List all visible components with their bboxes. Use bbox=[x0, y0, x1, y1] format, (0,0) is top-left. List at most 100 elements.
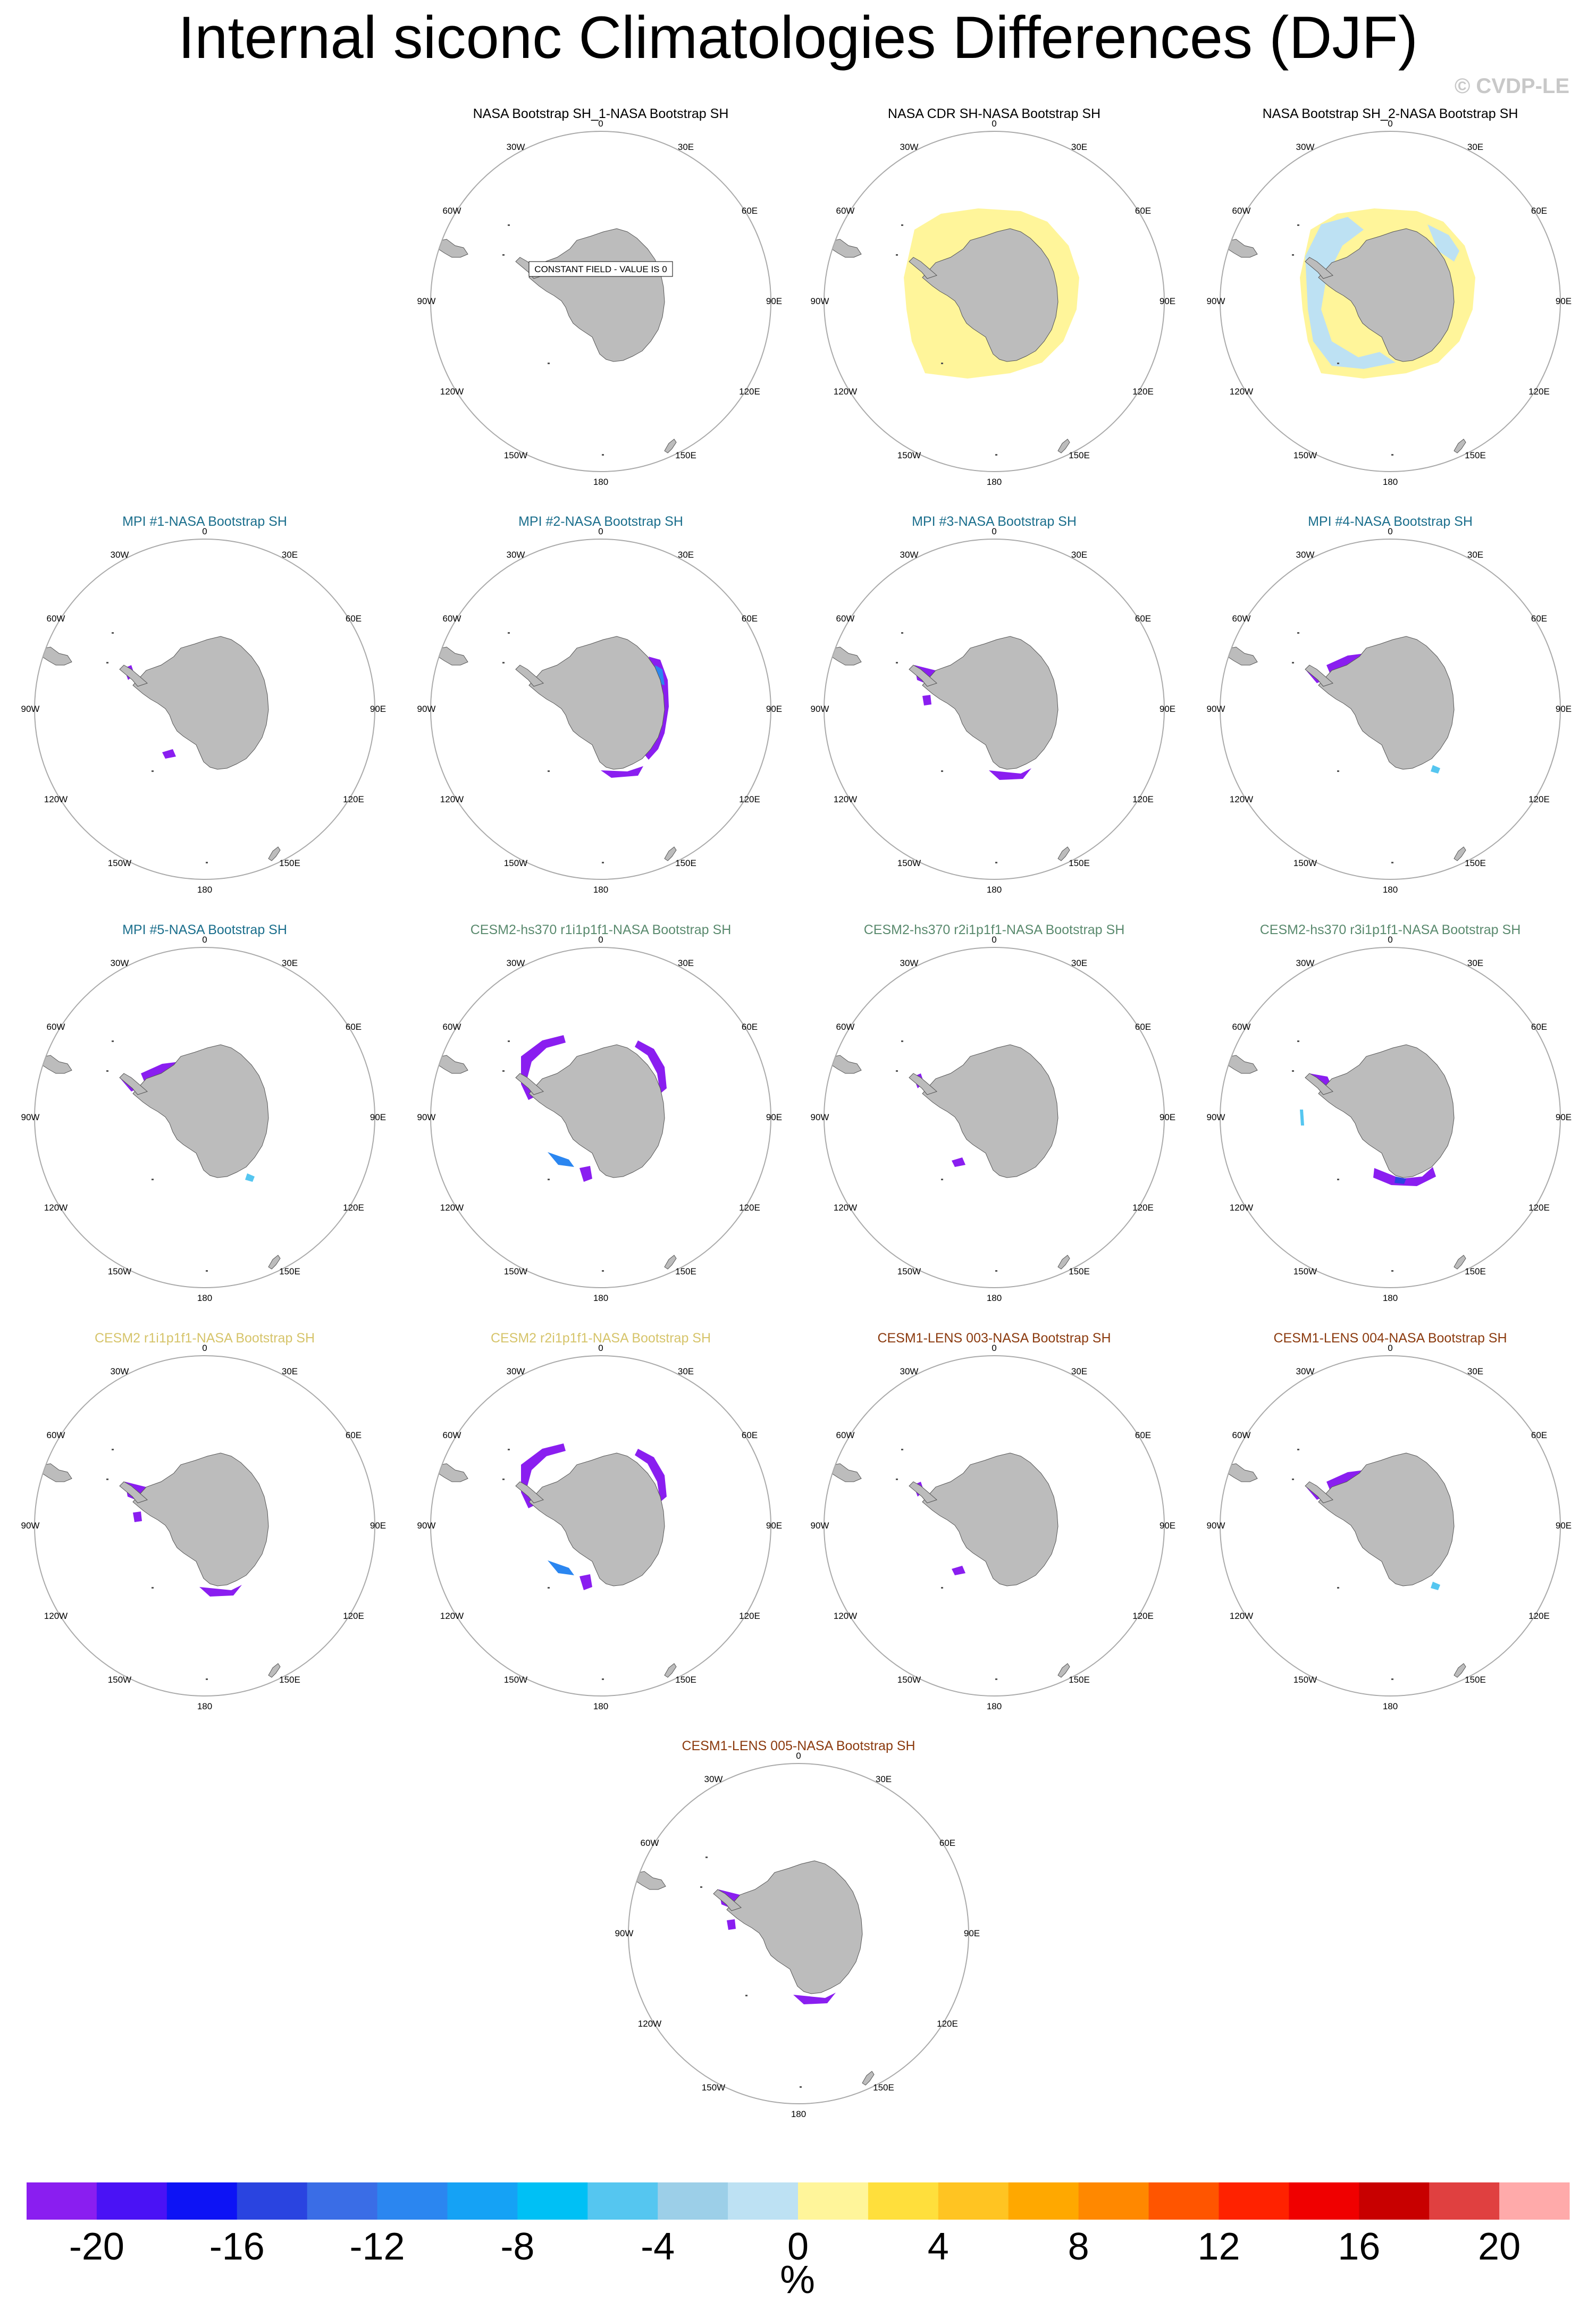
island-marker bbox=[995, 1678, 997, 1680]
landmass bbox=[664, 1255, 677, 1270]
longitude-label: 120W bbox=[44, 1203, 68, 1213]
map-panel: MPI #4-NASA Bootstrap SH 0 30E 60E 90E 120E 15… bbox=[1204, 514, 1576, 908]
island-marker bbox=[896, 662, 898, 664]
longitude-label: 120W bbox=[1230, 1203, 1253, 1213]
anomaly-region bbox=[579, 1166, 592, 1182]
panel-title: CESM2 r2i1p1f1-NASA Bootstrap SH bbox=[490, 1331, 711, 1346]
landmass bbox=[829, 1055, 862, 1074]
longitude-label: 180 bbox=[1383, 1701, 1398, 1711]
island-marker bbox=[941, 363, 943, 364]
longitude-label: 150W bbox=[504, 858, 527, 868]
landmass bbox=[1515, 835, 1526, 844]
landmass bbox=[1119, 427, 1130, 436]
longitude-label: 180 bbox=[593, 885, 608, 895]
polar-map: 0 30E 60E 90E 120E 150E 180 150W 120W 90W 60W 30W bbox=[21, 1343, 387, 1711]
island-marker bbox=[700, 1886, 702, 1888]
longitude-label: 90W bbox=[615, 1928, 634, 1938]
island-marker bbox=[152, 1179, 154, 1180]
landmass bbox=[1225, 239, 1258, 258]
longitude-label: 60E bbox=[742, 1430, 758, 1440]
antarctica-landmass bbox=[1318, 1452, 1455, 1586]
longitude-label: 120W bbox=[44, 1611, 68, 1621]
longitude-label: 30E bbox=[1071, 142, 1087, 152]
anomaly-region bbox=[1427, 224, 1459, 262]
polar-map: 0 30E 60E 90E 120E 150E 180 150W 120W 90W 60W 30W bbox=[811, 526, 1176, 895]
island-marker bbox=[1297, 224, 1299, 226]
island-marker bbox=[106, 662, 108, 664]
island-marker bbox=[1337, 1179, 1339, 1180]
longitude-label: 90W bbox=[417, 296, 436, 306]
landmass bbox=[1305, 257, 1333, 279]
map-panel: MPI #3-NASA Bootstrap SH 0 30E 60E 90E 120E 15… bbox=[808, 514, 1180, 908]
anomaly-region bbox=[635, 1040, 667, 1094]
landmass bbox=[1119, 835, 1130, 844]
island-marker bbox=[152, 1587, 154, 1589]
landmass bbox=[633, 1871, 666, 1890]
longitude-label: 90E bbox=[964, 1928, 980, 1938]
island-marker bbox=[112, 1040, 114, 1042]
colorbar-swatch bbox=[517, 2182, 588, 2220]
anomaly-region bbox=[989, 768, 1031, 780]
colorbar-swatch bbox=[587, 2182, 658, 2220]
copyright-label: © CVDP-LE bbox=[1454, 74, 1569, 98]
anomaly-region bbox=[922, 695, 931, 706]
antarctica-landmass bbox=[1318, 636, 1455, 770]
longitude-label: 180 bbox=[1383, 1293, 1398, 1303]
figure-title: Internal siconc Climatologies Difference… bbox=[178, 4, 1418, 71]
longitude-label: 150W bbox=[897, 1266, 921, 1276]
colorbar-tick-label: -12 bbox=[349, 2225, 405, 2268]
longitude-label: 0 bbox=[598, 526, 603, 536]
longitude-label: 150W bbox=[504, 450, 527, 460]
colorbar-swatch bbox=[96, 2182, 167, 2220]
colorbar-tick-label: 4 bbox=[927, 2225, 949, 2268]
island-marker bbox=[206, 1270, 208, 1272]
island-marker bbox=[112, 1449, 114, 1450]
longitude-label: 30W bbox=[507, 550, 525, 560]
longitude-label: 90W bbox=[811, 1521, 829, 1531]
map-panel: MPI #1-NASA Bootstrap SH 0 30E 60E 90E 120E 15… bbox=[19, 514, 391, 908]
polar-map: 0 30E 60E 90E 120E 150E 180 150W 120W 90W 60W 30W CO… bbox=[417, 119, 783, 487]
map-panel: CESM2-hs370 r1i1p1f1-NASA Bootstrap SH 0 3… bbox=[415, 922, 787, 1316]
longitude-label: 120E bbox=[739, 387, 760, 397]
longitude-label: 150W bbox=[504, 1675, 527, 1685]
polar-map: 0 30E 60E 90E 120E 150E 180 150W 120W 90W 60W 30W bbox=[1207, 935, 1572, 1303]
longitude-label: 90E bbox=[766, 704, 782, 714]
landmass bbox=[268, 1663, 281, 1678]
longitude-label: 120E bbox=[739, 1203, 760, 1213]
longitude-label: 90W bbox=[1207, 704, 1225, 714]
landmass bbox=[909, 1073, 937, 1095]
landmass bbox=[435, 1463, 468, 1482]
island-marker bbox=[548, 1179, 550, 1180]
landmass bbox=[1057, 1663, 1070, 1678]
colorbar-swatch bbox=[1148, 2182, 1219, 2220]
map-panel: CESM2 r1i1p1f1-NASA Bootstrap SH 0 30E 60E 9… bbox=[19, 1331, 391, 1724]
landmass bbox=[1057, 1255, 1070, 1270]
longitude-label: 60E bbox=[742, 1022, 758, 1032]
landmass bbox=[1454, 846, 1466, 861]
longitude-label: 30E bbox=[282, 1366, 298, 1376]
longitude-label: 180 bbox=[197, 1293, 212, 1303]
longitude-label: 60E bbox=[939, 1838, 955, 1848]
longitude-label: 120W bbox=[834, 387, 857, 397]
longitude-label: 120E bbox=[937, 2019, 958, 2029]
longitude-label: 120W bbox=[440, 1611, 464, 1621]
map-panel: MPI #2-NASA Bootstrap SH 0 30E 60E 90E 120E 15… bbox=[415, 514, 787, 908]
longitude-label: 60E bbox=[1135, 1430, 1151, 1440]
longitude-label: 180 bbox=[987, 477, 1002, 487]
longitude-label: 60W bbox=[47, 1022, 65, 1032]
map-boundary bbox=[1220, 539, 1561, 880]
landmass bbox=[1119, 1243, 1130, 1253]
island-marker bbox=[548, 363, 550, 364]
longitude-label: 90W bbox=[811, 1112, 829, 1122]
anomaly-region bbox=[548, 1560, 574, 1575]
island-marker bbox=[896, 254, 898, 256]
longitude-label: 90E bbox=[1160, 1521, 1175, 1531]
longitude-label: 90W bbox=[21, 1112, 40, 1122]
landmass bbox=[329, 835, 340, 844]
antarctica-landmass bbox=[1318, 228, 1455, 362]
longitude-label: 150E bbox=[675, 858, 696, 868]
longitude-label: 30W bbox=[507, 1366, 525, 1376]
longitude-label: 60E bbox=[1135, 206, 1151, 216]
landmass bbox=[664, 439, 677, 453]
landmass bbox=[1225, 1055, 1258, 1074]
